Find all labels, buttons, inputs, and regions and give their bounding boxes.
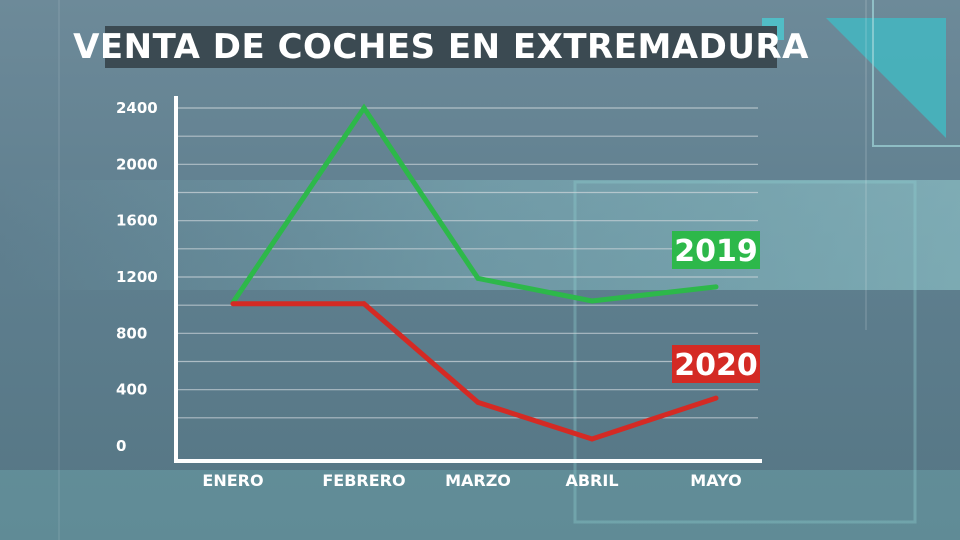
data-point-2019 <box>713 284 719 290</box>
series-labels: 2019 2020 <box>672 231 760 383</box>
y-tick-label: 400 <box>116 381 147 399</box>
x-tick-label: ENERO <box>202 471 263 490</box>
data-point-2020 <box>713 395 719 401</box>
series-lines <box>230 103 719 442</box>
y-tick-label: 2000 <box>116 155 158 173</box>
data-point-2020 <box>361 301 367 307</box>
data-point-2019 <box>475 275 481 281</box>
series-label-2020: 2020 <box>674 348 758 383</box>
data-point-2019 <box>589 298 595 304</box>
x-tick-label: MARZO <box>445 471 511 490</box>
data-point-2020 <box>230 301 236 307</box>
y-tick-label: 800 <box>116 324 147 342</box>
series-label-box-2019 <box>672 231 760 269</box>
y-tick-label: 2400 <box>116 99 158 117</box>
y-tick-label: 1200 <box>116 268 158 286</box>
series-label-2019: 2019 <box>674 234 758 269</box>
y-tick-label: 0 <box>116 437 126 455</box>
x-tick-label: FEBRERO <box>322 471 405 490</box>
x-tick-label: ABRIL <box>565 471 618 490</box>
x-axis-ticks: ENERO FEBRERO MARZO ABRIL MAYO <box>202 471 741 490</box>
y-axis-ticks: 0 400 800 1200 1600 2000 2400 <box>116 99 158 455</box>
chart-title-box: VENTA DE COCHES EN EXTREMADURA <box>73 26 808 68</box>
data-point-2019 <box>361 105 367 111</box>
y-tick-label: 1600 <box>116 212 158 230</box>
axes <box>174 96 762 463</box>
x-tick-label: MAYO <box>690 471 741 490</box>
series-line-2020 <box>233 301 717 442</box>
data-point-2020 <box>475 399 481 405</box>
data-point-2020 <box>589 436 595 442</box>
chart-title: VENTA DE COCHES EN EXTREMADURA <box>73 27 809 67</box>
series-line-2019 <box>230 103 717 304</box>
series-label-box-2020 <box>672 345 760 383</box>
